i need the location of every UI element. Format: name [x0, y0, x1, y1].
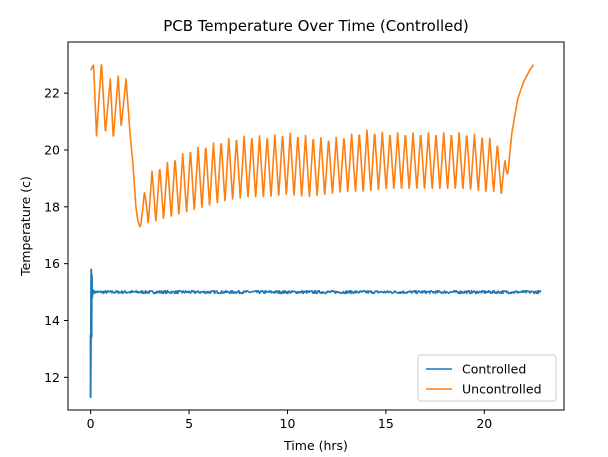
plot-area: [68, 42, 564, 410]
series-line-uncontrolled: [89, 64, 535, 228]
y-tick-label: 20: [44, 142, 60, 157]
y-tick-label: 22: [44, 86, 60, 101]
legend-label-uncontrolled: Uncontrolled: [462, 382, 542, 397]
legend: Controlled Uncontrolled: [417, 354, 557, 402]
y-tick-label: 18: [44, 199, 60, 214]
series-layer: [89, 64, 542, 399]
x-tick-label: 10: [280, 416, 296, 431]
chart-title: PCB Temperature Over Time (Controlled): [163, 17, 469, 35]
y-axis-label: Temperature (c): [18, 176, 33, 277]
series-line-controlled: [89, 268, 542, 399]
y-tick-label: 16: [44, 256, 60, 271]
x-tick-label: 5: [185, 416, 193, 431]
x-axis-label: Time (hrs): [283, 438, 348, 453]
x-axis: 0 5 10 15 20: [87, 410, 492, 431]
x-tick-label: 0: [87, 416, 95, 431]
x-tick-label: 20: [476, 416, 492, 431]
y-tick-label: 14: [44, 313, 60, 328]
plot-frame: [67, 41, 565, 411]
legend-label-controlled: Controlled: [462, 362, 526, 377]
y-tick-label: 12: [44, 370, 60, 385]
y-axis: 12 14 16 18 20 22: [44, 86, 68, 385]
x-tick-label: 15: [378, 416, 394, 431]
legend-box: [417, 354, 557, 402]
series-spike-controlled: [89, 269, 94, 398]
